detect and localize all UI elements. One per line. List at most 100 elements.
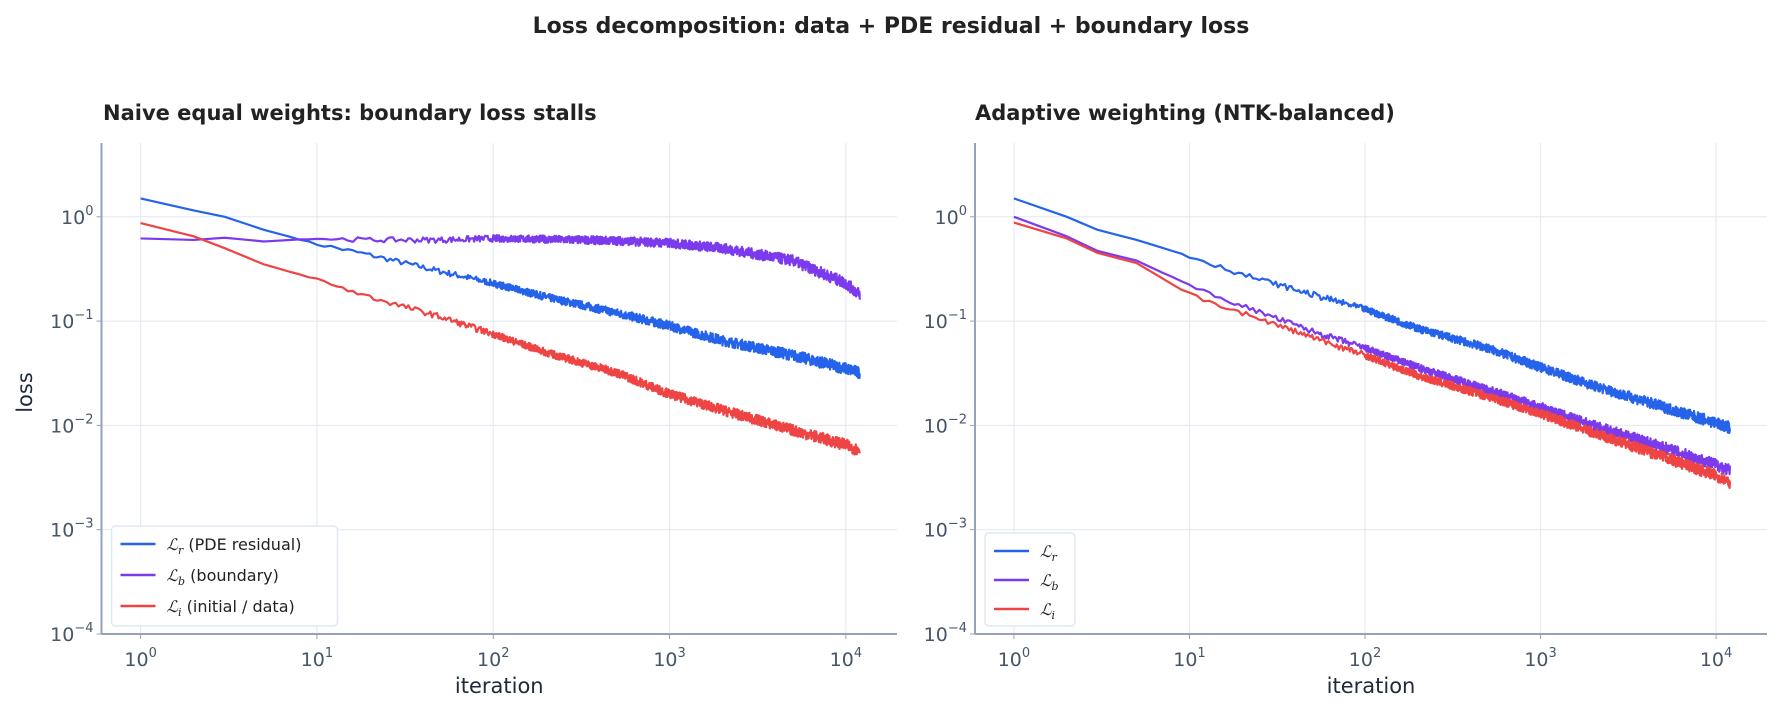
tick-exponent: 1 (1197, 646, 1205, 661)
x-tick-label: 103 (1524, 646, 1556, 671)
legend-label-i: ℒi (initial / data) (167, 597, 295, 619)
tick-base: 10 (124, 649, 148, 671)
y-tick-label: 10−3 (50, 517, 93, 542)
y-tick-label: 10−4 (50, 621, 93, 646)
y-tick-label: 10−1 (50, 308, 93, 333)
legend-symbol: ℒ (167, 535, 179, 554)
legend-symbol: ℒ (1040, 600, 1052, 619)
tick-exponent: −3 (74, 517, 93, 532)
y-tick-label: 10−2 (50, 412, 93, 437)
tick-exponent: 2 (501, 646, 509, 661)
y-tick-label: 100 (61, 204, 93, 229)
series-line-i (140, 222, 861, 456)
legend-text: (PDE residual) (183, 535, 301, 554)
legend-subscript: r (178, 544, 184, 557)
legend-text: (boundary) (185, 566, 279, 585)
tick-exponent: 0 (149, 646, 157, 661)
y-tick-label: 100 (935, 204, 967, 229)
figure-title: Loss decomposition: data + PDE residual … (533, 14, 1250, 39)
x-axis-label: iteration (455, 674, 544, 698)
tick-base: 10 (301, 649, 325, 671)
legend-label-b: ℒb (boundary) (167, 566, 279, 588)
legend-text: (initial / data) (182, 597, 295, 616)
tick-base: 10 (924, 624, 948, 646)
x-tick-label: 102 (477, 646, 509, 671)
legend-subscript: r (1052, 551, 1058, 564)
tick-base: 10 (653, 649, 677, 671)
legend-label-r: ℒr (PDE residual) (167, 535, 302, 557)
tick-base: 10 (924, 520, 948, 542)
x-tick-label: 101 (1173, 646, 1205, 671)
left-subplot: 100 101 102 103 10410010−110−210−310−4Naive … (13, 101, 897, 698)
tick-exponent: −2 (948, 412, 967, 427)
y-tick-label: 10−3 (924, 517, 967, 542)
x-axis-label: iteration (1327, 674, 1416, 698)
series-line-i (1013, 221, 1732, 490)
legend-label-b: ℒb (1040, 571, 1059, 593)
legend-label-r: ℒr (1040, 542, 1058, 564)
tick-exponent: 4 (1724, 646, 1732, 661)
tick-exponent: 0 (959, 204, 967, 219)
legend-symbol: ℒ (1040, 571, 1052, 590)
tick-exponent: −1 (948, 308, 967, 323)
series-line-r (1013, 197, 1732, 435)
x-tick-label: 102 (1349, 646, 1381, 671)
tick-base: 10 (998, 649, 1022, 671)
tick-exponent: −4 (948, 621, 967, 636)
tick-exponent: 3 (678, 646, 686, 661)
tick-exponent: 4 (854, 646, 862, 661)
x-tick-label: 104 (830, 646, 862, 671)
legend-subscript: i (178, 606, 182, 619)
subplot-title: Naive equal weights: boundary loss stall… (103, 101, 597, 125)
subplot-title: Adaptive weighting (NTK-balanced) (975, 101, 1395, 125)
legend-label-i: ℒi (1040, 600, 1055, 622)
tick-base: 10 (61, 207, 85, 229)
y-axis-label: loss (13, 372, 37, 413)
tick-base: 10 (830, 649, 854, 671)
x-tick-label: 100 (124, 646, 156, 671)
legend-symbol: ℒ (1040, 542, 1052, 561)
tick-exponent: 2 (1373, 646, 1381, 661)
tick-base: 10 (1173, 649, 1197, 671)
series-line-b (140, 234, 861, 300)
x-tick-label: 104 (1700, 646, 1732, 671)
tick-base: 10 (50, 520, 74, 542)
tick-exponent: 1 (325, 646, 333, 661)
tick-exponent: 3 (1549, 646, 1557, 661)
tick-exponent: 0 (1022, 646, 1030, 661)
x-tick-label: 101 (301, 646, 333, 671)
x-tick-label: 100 (998, 646, 1030, 671)
tick-base: 10 (1349, 649, 1373, 671)
tick-exponent: −1 (74, 308, 93, 323)
y-tick-label: 10−4 (924, 621, 967, 646)
x-tick-label: 103 (653, 646, 685, 671)
legend-box (110, 525, 339, 627)
legend-box (984, 532, 1076, 627)
tick-base: 10 (924, 415, 948, 437)
legend-symbol: ℒ (167, 566, 179, 585)
legend-subscript: b (1052, 580, 1059, 593)
tick-base: 10 (50, 311, 74, 333)
tick-base: 10 (1700, 649, 1724, 671)
tick-base: 10 (50, 415, 74, 437)
tick-base: 10 (935, 207, 959, 229)
legend-subscript: b (178, 575, 185, 588)
tick-base: 10 (477, 649, 501, 671)
series-line-r (140, 197, 861, 380)
tick-exponent: −3 (948, 517, 967, 532)
tick-exponent: −2 (74, 412, 93, 427)
legend: ℒr (PDE residual)ℒb (boundary)ℒi (initia… (110, 525, 339, 627)
tick-base: 10 (1524, 649, 1548, 671)
tick-base: 10 (924, 311, 948, 333)
y-tick-label: 10−1 (924, 308, 967, 333)
series-line-b (1013, 215, 1732, 476)
right-subplot: 100 101 102 103 10410010−110−210−310−4Adapti… (924, 101, 1767, 698)
legend-subscript: i (1052, 609, 1056, 622)
tick-base: 10 (50, 624, 74, 646)
y-tick-label: 10−2 (924, 412, 967, 437)
legend-symbol: ℒ (167, 597, 179, 616)
tick-exponent: 0 (85, 204, 93, 219)
tick-exponent: −4 (74, 621, 93, 636)
